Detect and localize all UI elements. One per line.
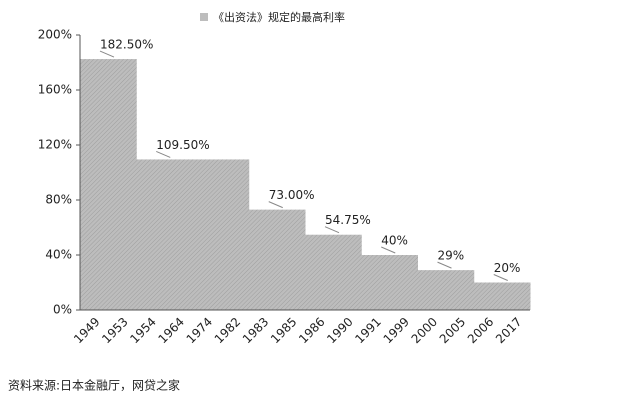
bar [501,282,531,310]
y-tick-label: 0% [53,303,72,317]
data-label: 29% [438,249,465,263]
bar [389,255,418,310]
y-tick-label: 40% [45,248,72,262]
x-tick-label: 2005 [437,315,468,346]
x-tick-label: 2000 [409,315,440,346]
bar [192,159,222,310]
x-tick-label: 1991 [352,315,383,346]
bar [136,159,165,310]
x-tick-label: 1954 [127,315,158,346]
label-leader [156,150,171,158]
data-label: 40% [381,234,408,248]
bar [305,234,334,310]
bar [361,255,390,310]
x-tick-label: 1983 [240,315,271,346]
x-tick-label: 1953 [99,315,130,346]
x-tick-label: 1990 [324,315,355,346]
data-label: 182.50% [100,38,153,52]
label-leader [99,50,115,58]
bar [445,270,475,310]
bar [473,282,503,310]
x-tick-label: 1949 [71,315,102,346]
label-leader [381,246,396,254]
bar [80,59,109,310]
bar [220,159,250,310]
y-tick-label: 80% [45,193,72,207]
source-note: 资料来源:日本金融厅，网贷之家 [8,378,180,393]
data-label: 73.00% [269,188,315,202]
label-leader [268,201,283,209]
data-label: 109.50% [156,138,209,152]
bar [333,234,362,310]
label-leader [437,261,452,269]
legend-swatch [200,13,208,21]
x-tick-label: 1982 [212,315,243,346]
label-leader [324,226,340,234]
data-label: 20% [494,261,521,275]
x-tick-label: 1985 [268,315,299,346]
legend-label: 《出资法》规定的最高利率 [213,10,345,24]
data-label: 54.75% [325,213,371,227]
x-tick-label: 2006 [465,315,496,346]
x-tick-label: 1999 [381,315,412,346]
y-tick-label: 200% [38,28,72,42]
y-tick-label: 120% [38,138,72,152]
label-leader [493,274,508,281]
bar [417,270,447,310]
bar [276,209,306,310]
bar [108,59,137,310]
x-tick-label: 1974 [184,315,215,346]
y-tick-label: 160% [38,83,72,97]
x-tick-label: 2017 [493,315,524,346]
bar [164,159,193,310]
bar [248,209,278,310]
x-tick-label: 1964 [156,315,187,346]
x-tick-label: 1986 [296,315,327,346]
